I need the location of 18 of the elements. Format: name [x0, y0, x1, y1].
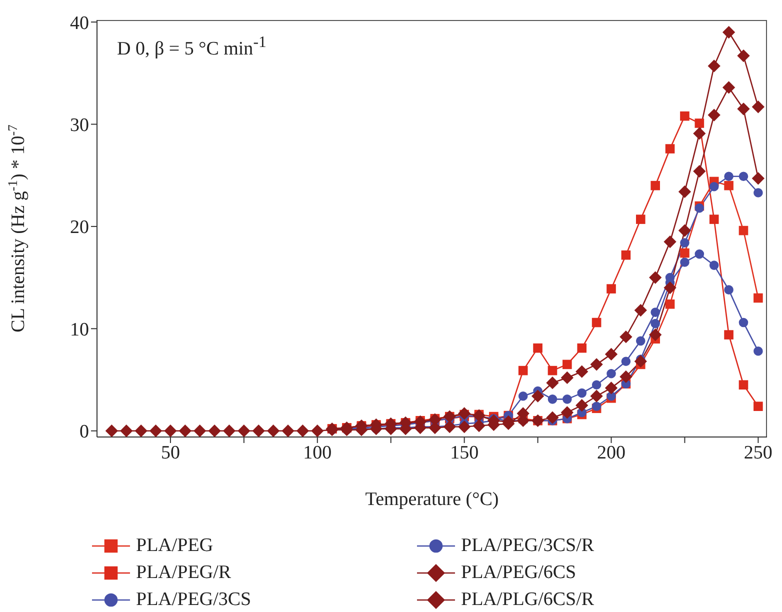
legend-label: PLA/PEG [136, 534, 214, 556]
y-tick-label: 10 [70, 319, 89, 340]
x-tick-label: 150 [450, 442, 479, 464]
x-tick-label: 200 [597, 442, 626, 464]
y-tick-label: 30 [70, 114, 89, 136]
legend-label: PLA/PLG/6CS/R [461, 588, 594, 610]
y-tick-label: 20 [70, 217, 89, 238]
x-tick-label: 50 [160, 442, 180, 464]
annotation: D 0, β = 5 °C min$^{-1}$ [117, 34, 266, 60]
legend-label: PLA/PEG/3CS/R [461, 534, 594, 556]
x-tick-label: 250 [744, 442, 772, 464]
legend-label: PLA/PEG/3CS [136, 588, 252, 610]
x-tick-label: 100 [303, 442, 332, 464]
x-axis-title: Temperature (°C) [365, 489, 499, 510]
y-tick-label: 40 [70, 12, 89, 34]
legend-label: PLA/PEG/R [136, 562, 232, 584]
y-tick-label: 0 [80, 422, 89, 443]
legend-label: PLA/PEG/6CS [461, 562, 576, 584]
